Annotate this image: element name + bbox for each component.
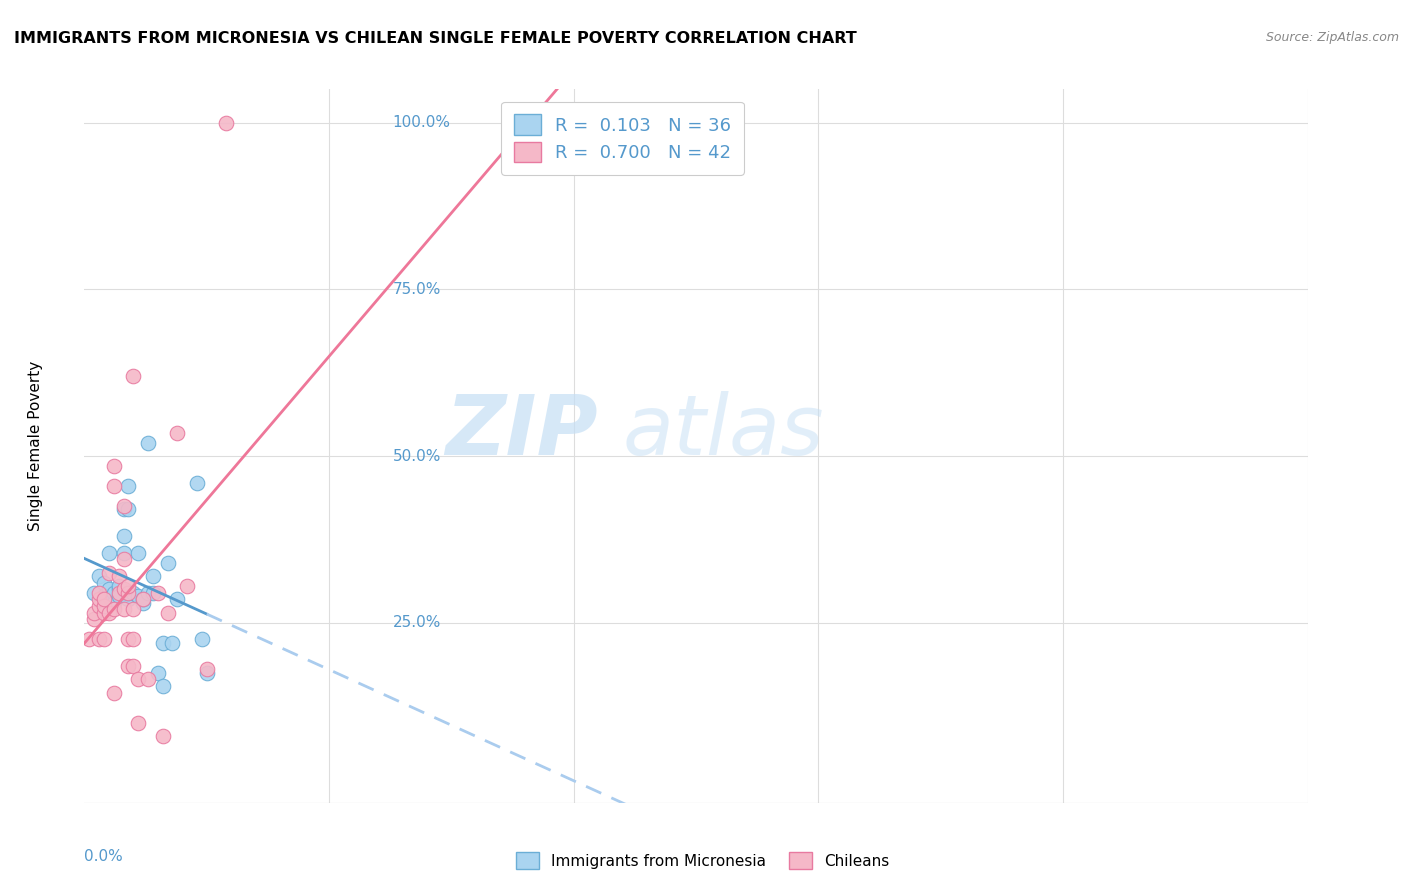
Point xyxy=(117,579,139,593)
Point xyxy=(93,592,115,607)
Point xyxy=(112,546,135,560)
Point xyxy=(93,575,115,590)
Point xyxy=(93,599,115,613)
Text: ZIP: ZIP xyxy=(446,392,598,472)
Legend: R =  0.103   N = 36, R =  0.700   N = 42: R = 0.103 N = 36, R = 0.700 N = 42 xyxy=(501,102,744,175)
Point xyxy=(112,529,135,543)
Point xyxy=(162,636,184,650)
Point xyxy=(87,632,110,647)
Point xyxy=(87,599,110,613)
Point xyxy=(97,606,120,620)
Point xyxy=(107,579,129,593)
Point xyxy=(117,632,139,647)
Point xyxy=(146,665,169,680)
Point xyxy=(112,552,135,566)
Point xyxy=(107,585,129,599)
Point xyxy=(97,546,120,560)
Point xyxy=(122,659,145,673)
Point xyxy=(152,729,174,743)
Point xyxy=(166,592,188,607)
Point xyxy=(122,632,145,647)
Point xyxy=(83,585,105,599)
Text: Source: ZipAtlas.com: Source: ZipAtlas.com xyxy=(1265,31,1399,45)
Point xyxy=(136,673,159,687)
Point xyxy=(117,585,139,599)
Point xyxy=(107,582,129,597)
Legend: Immigrants from Micronesia, Chileans: Immigrants from Micronesia, Chileans xyxy=(510,846,896,875)
Point xyxy=(117,502,139,516)
Point xyxy=(136,435,159,450)
Point xyxy=(132,592,155,607)
Point xyxy=(97,566,120,580)
Point xyxy=(97,582,120,597)
Point xyxy=(195,662,218,676)
Point xyxy=(132,596,155,610)
Point xyxy=(122,585,145,599)
Text: 100.0%: 100.0% xyxy=(392,115,450,130)
Point xyxy=(103,585,125,599)
Point xyxy=(103,596,125,610)
Point xyxy=(107,569,129,583)
Point xyxy=(117,659,139,673)
Point xyxy=(156,606,179,620)
Point xyxy=(83,606,105,620)
Point xyxy=(152,636,174,650)
Point xyxy=(166,425,188,440)
Text: IMMIGRANTS FROM MICRONESIA VS CHILEAN SINGLE FEMALE POVERTY CORRELATION CHART: IMMIGRANTS FROM MICRONESIA VS CHILEAN SI… xyxy=(14,31,856,46)
Point xyxy=(77,632,100,647)
Point xyxy=(117,592,139,607)
Point xyxy=(191,632,214,647)
Point xyxy=(83,612,105,626)
Point xyxy=(103,686,125,700)
Point xyxy=(186,475,208,490)
Text: Single Female Poverty: Single Female Poverty xyxy=(28,361,44,531)
Point xyxy=(112,499,135,513)
Text: 0.0%: 0.0% xyxy=(84,849,124,864)
Text: 25.0%: 25.0% xyxy=(392,615,441,631)
Point xyxy=(122,368,145,383)
Point xyxy=(142,585,165,599)
Point xyxy=(93,606,115,620)
Point xyxy=(93,632,115,647)
Point xyxy=(176,579,198,593)
Point xyxy=(152,679,174,693)
Point xyxy=(87,585,110,599)
Point xyxy=(136,585,159,599)
Point xyxy=(142,569,165,583)
Point xyxy=(127,715,149,730)
Point xyxy=(127,673,149,687)
Point xyxy=(93,589,115,603)
Point xyxy=(103,479,125,493)
Text: 75.0%: 75.0% xyxy=(392,282,441,297)
Point xyxy=(103,602,125,616)
Point xyxy=(122,602,145,616)
Point xyxy=(112,502,135,516)
Point xyxy=(103,458,125,473)
Point xyxy=(112,582,135,597)
Point xyxy=(132,592,155,607)
Point xyxy=(127,589,149,603)
Point xyxy=(117,479,139,493)
Point xyxy=(112,602,135,616)
Point xyxy=(146,585,169,599)
Point xyxy=(107,589,129,603)
Point xyxy=(127,546,149,560)
Point xyxy=(87,592,110,607)
Point xyxy=(117,585,139,599)
Point xyxy=(156,556,179,570)
Point xyxy=(215,115,238,129)
Text: atlas: atlas xyxy=(623,392,824,472)
Text: 50.0%: 50.0% xyxy=(392,449,441,464)
Point xyxy=(87,569,110,583)
Point xyxy=(195,665,218,680)
